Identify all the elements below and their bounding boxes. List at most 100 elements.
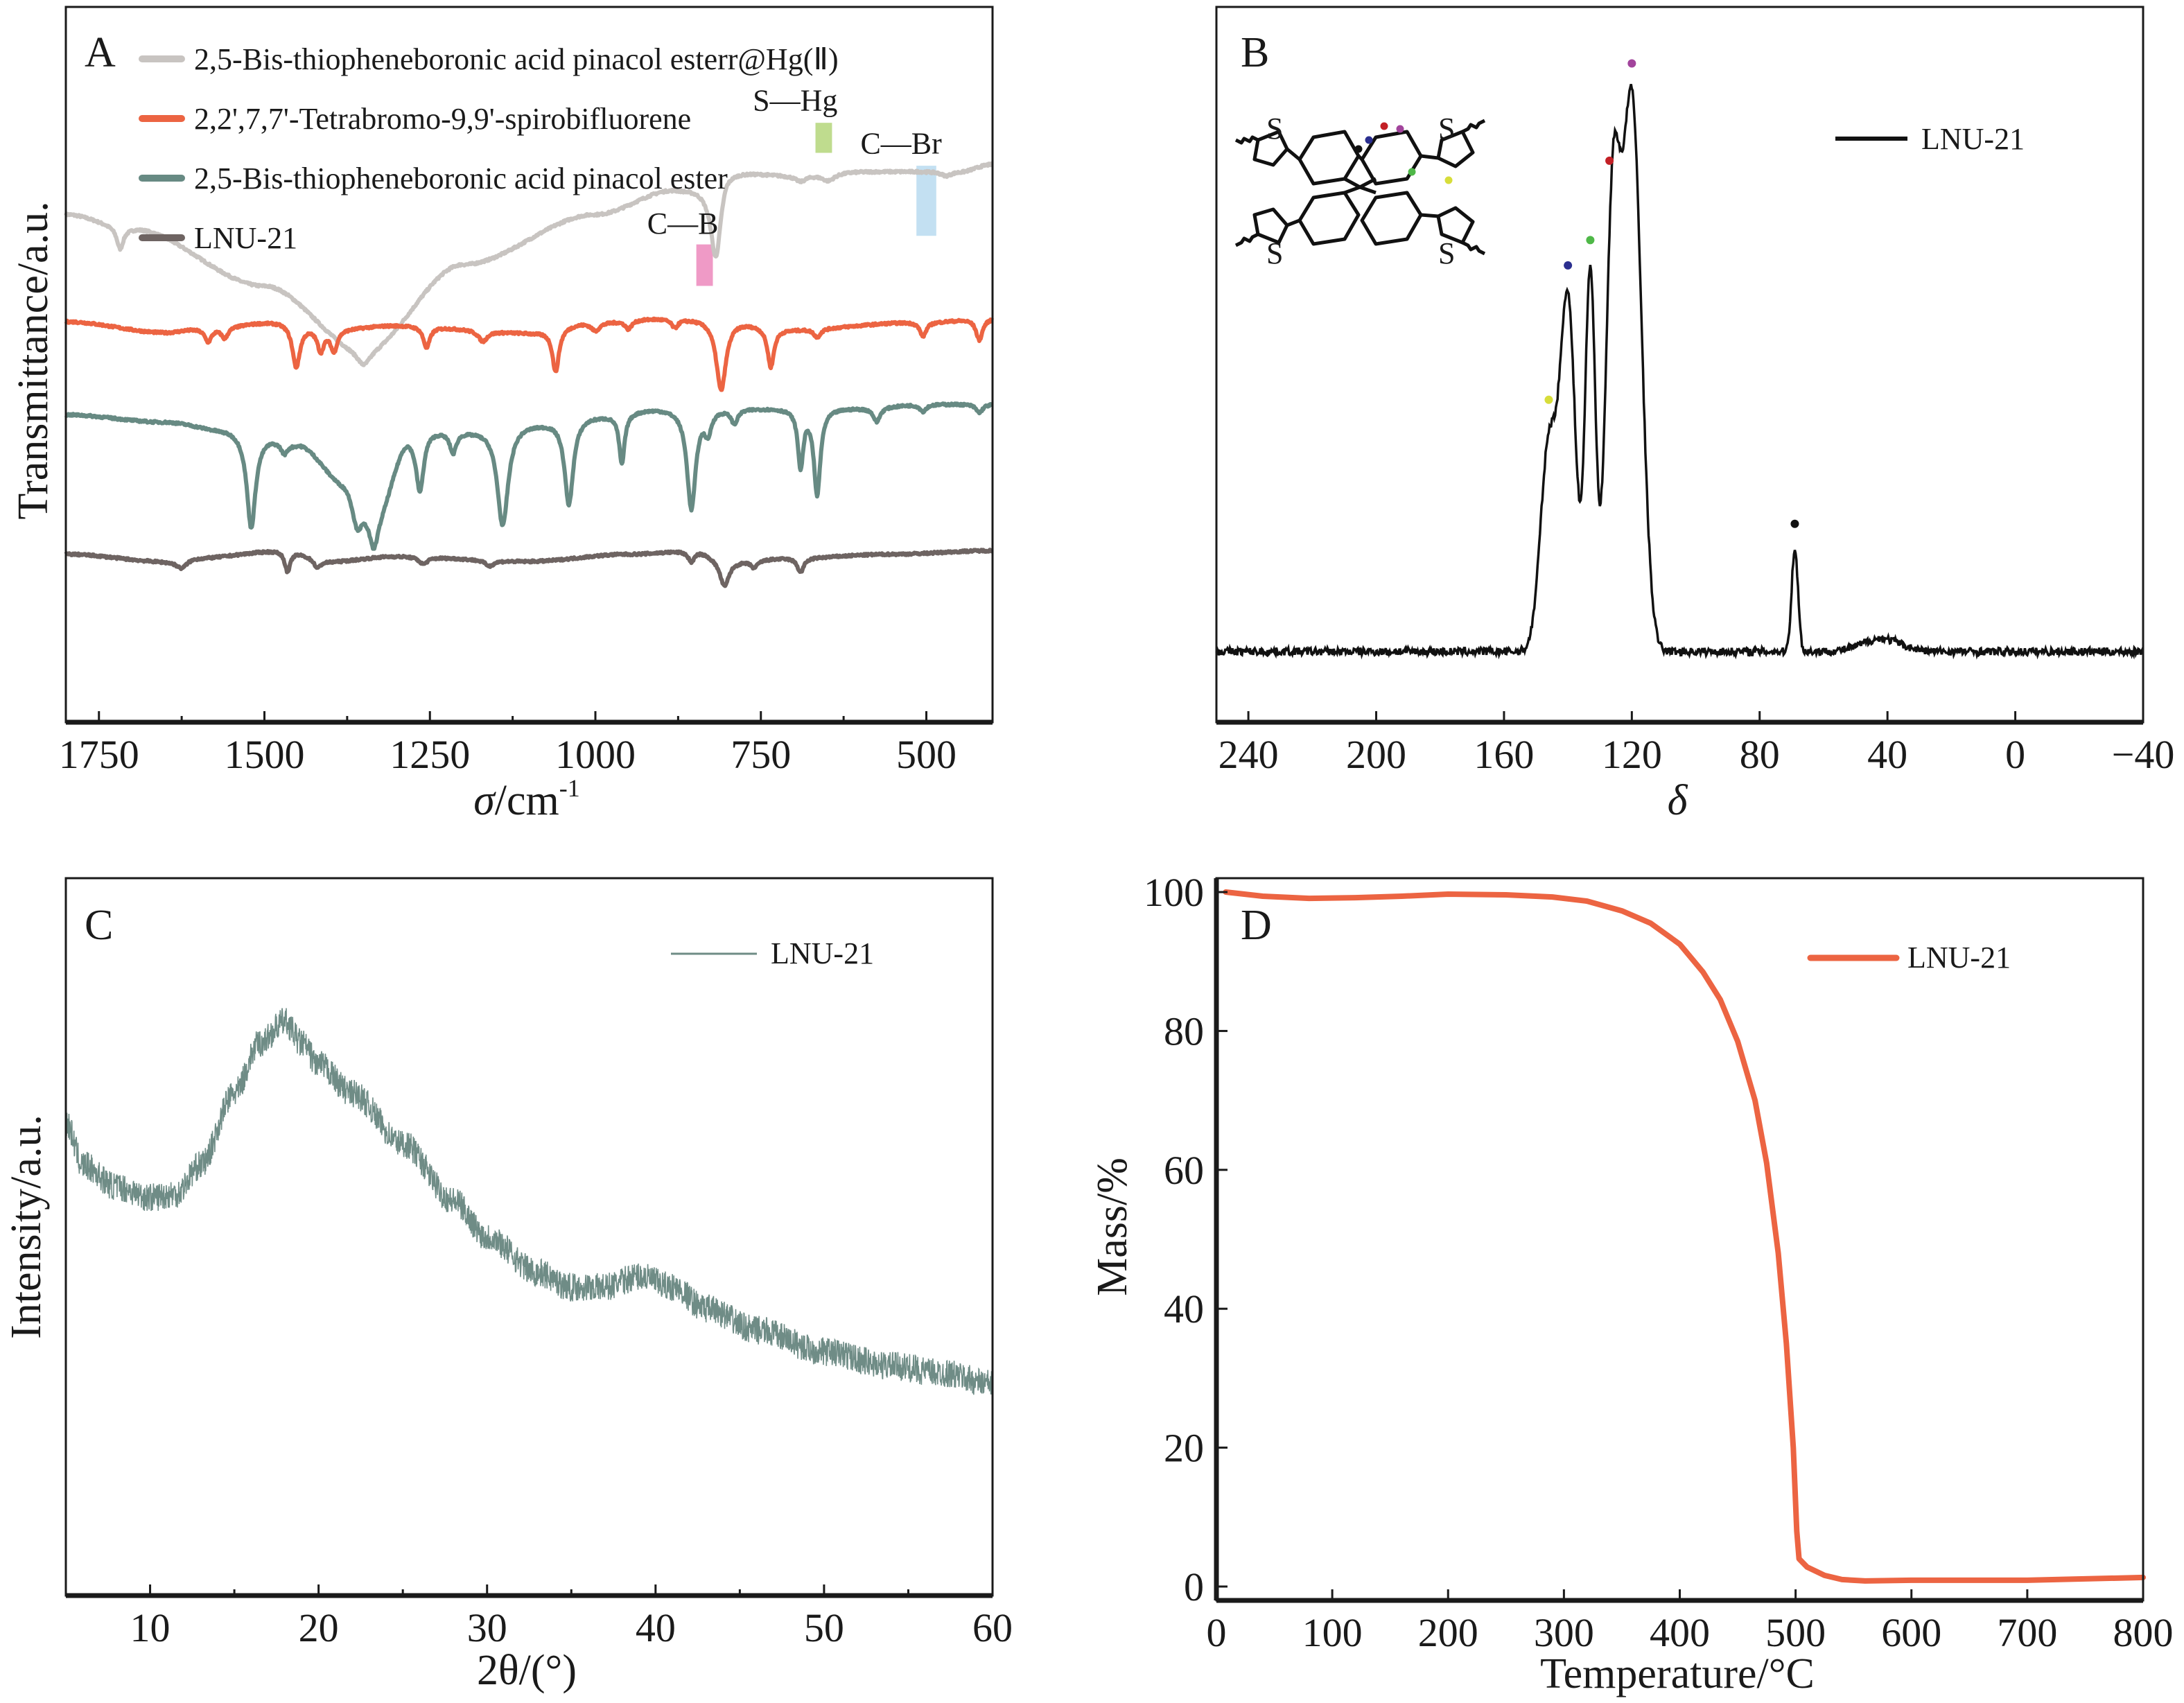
tga-curve [1223, 889, 2146, 1584]
x-tick-label: 160 [1474, 732, 1534, 777]
y-tick-label: 80 [1164, 1008, 1204, 1054]
thiophene-top-left [1252, 130, 1289, 167]
panel-a-x-label: σ/cm-1 [473, 774, 580, 824]
y-tick-label: 40 [1164, 1286, 1204, 1331]
legend-label: 2,2',7,7'-Tetrabromo-9,9'-spirobifluoren… [194, 102, 691, 136]
peak-marker-dot [1627, 59, 1636, 68]
x-tick-label: 30 [467, 1605, 507, 1650]
wavy-bond [1234, 135, 1259, 145]
x-tick-label: 750 [731, 732, 791, 777]
lnu21-structure-inset: S S S S [1234, 112, 1486, 270]
annotation-label: C—Br [860, 127, 942, 161]
legend-label-lnu21: LNU-21 [1921, 122, 2025, 156]
y-tick-label: 60 [1164, 1148, 1204, 1193]
legend-label: 2,5-Bis-thiopheneboronic acid pinacol es… [194, 161, 728, 195]
lower-left-benzene-ring [1298, 191, 1361, 246]
nmr-series-line [1215, 84, 2144, 660]
site-marker-dot [1396, 125, 1404, 133]
x-tick-label: −40 [2112, 732, 2175, 777]
panel-b-frame [1215, 6, 2144, 724]
ir-series-line-2 [64, 316, 995, 392]
x-tick-label: 10 [130, 1605, 171, 1650]
lower-right-benzene-ring [1360, 191, 1423, 246]
x-tick-label: 1500 [225, 732, 305, 777]
y-tick-label: 0 [1184, 1564, 1204, 1609]
x-label-symbol: σ [473, 777, 496, 824]
panel-a-letter: A [85, 29, 116, 76]
ir-annotation-bands [696, 123, 936, 286]
x-label-unit: /cm [495, 777, 559, 824]
y-tick-label: 20 [1164, 1426, 1204, 1471]
site-marker-dot [1444, 176, 1453, 184]
panel-d-y-ticks: 0 20 40 60 80 100 [1144, 870, 1228, 1609]
sulfur-atom-label: S [1438, 236, 1455, 270]
annotation-label: S—Hg [753, 84, 837, 118]
panel-b-letter: B [1241, 29, 1269, 76]
panel-d-legend: LNU-21 [1807, 941, 2011, 975]
panel-c-y-label: Intensity/a.u. [3, 1115, 50, 1339]
x-tick-label: 1250 [390, 732, 470, 777]
x-tick-label: 60 [972, 1605, 1013, 1650]
wavy-bond [1461, 119, 1486, 134]
bond [1286, 218, 1300, 227]
y-tick-label: 100 [1144, 870, 1204, 915]
x-tick-label: 500 [896, 732, 956, 777]
legend-label: 2,5-Bis-thiopheneboronic acid pinacol es… [194, 42, 839, 76]
x-tick-label: 500 [1765, 1610, 1826, 1655]
x-tick-label: 40 [636, 1605, 676, 1650]
annotation-label: C—B [647, 207, 719, 241]
x-tick-label: 20 [299, 1605, 339, 1650]
x-tick-label: 700 [1997, 1610, 2057, 1655]
thiophene-top-right [1436, 130, 1475, 168]
xrd-pattern [65, 1008, 993, 1395]
x-tick-label: 0 [1207, 1610, 1227, 1655]
panel-a-x-ticks: 1750 1500 1250 1000 750 500 [59, 711, 956, 777]
site-marker-dot [1354, 145, 1363, 153]
peak-marker-dot [1544, 395, 1553, 404]
sulfur-atom-label: S [1438, 112, 1455, 146]
nmr-spectrum [1215, 84, 2144, 660]
panel-c-frame [64, 877, 994, 1597]
ir-annotation-labels: S—Hg C—Br C—B [647, 84, 942, 241]
thiophene-bottom-left [1252, 207, 1289, 245]
x-tick-label: 1750 [59, 732, 139, 777]
peak-marker-dot [1605, 156, 1614, 165]
x-tick-label: 1000 [555, 732, 636, 777]
x-tick-label: 200 [1418, 1610, 1478, 1655]
sulfur-atom-label: S [1266, 236, 1283, 270]
sulfur-atom-label: S [1266, 112, 1283, 146]
bond [1420, 213, 1439, 218]
ir-series-line-1 [64, 161, 994, 367]
panel-b-legend: LNU-21 [1835, 122, 2025, 156]
annotation-band-2 [916, 166, 936, 236]
panel-c-letter: C [85, 902, 113, 949]
tga-series-line [1223, 889, 2146, 1584]
panel-b-x-label: δ [1668, 777, 1688, 824]
peak-marker-dot [1564, 261, 1573, 270]
structure-bonds [1234, 119, 1486, 256]
wavy-bond [1461, 241, 1486, 256]
x-tick-label: 120 [1602, 732, 1662, 777]
peak-marker-dot [1586, 236, 1595, 245]
x-tick-label: 200 [1346, 732, 1406, 777]
legend-label-lnu21: LNU-21 [1907, 941, 2011, 975]
x-tick-label: 0 [2005, 732, 2025, 777]
x-tick-label: 300 [1534, 1610, 1594, 1655]
x-tick-label: 50 [804, 1605, 844, 1650]
panel-c-xrd: 10 20 30 40 50 60 C LNU-21 Intensity/a.u. 2θ/… [3, 877, 1013, 1694]
panel-b-nmr: 240 200 160 120 80 40 0 −40 B δ LNU-21 [1215, 6, 2175, 824]
x-tick-label: 100 [1302, 1610, 1363, 1655]
panel-a-ftir: 1750 1500 1250 1000 750 500 A 2,5-Bis-thiophe… [10, 6, 995, 824]
site-marker-dot [1365, 136, 1373, 144]
panel-c-legend: LNU-21 [671, 936, 874, 970]
bond [1286, 148, 1301, 161]
wavy-bond [1234, 232, 1259, 247]
ir-series-line-4 [64, 548, 994, 588]
upper-left-benzene-ring [1298, 130, 1361, 186]
site-marker-dot [1380, 122, 1388, 130]
structure-site-markers [1354, 122, 1453, 184]
panel-d-tga: 0 100 200 300 400 500 600 700 800 0 20 40 60 80 100 D… [1089, 870, 2174, 1697]
xrd-series-line [65, 1008, 993, 1395]
x-label-superscript: -1 [559, 774, 580, 802]
